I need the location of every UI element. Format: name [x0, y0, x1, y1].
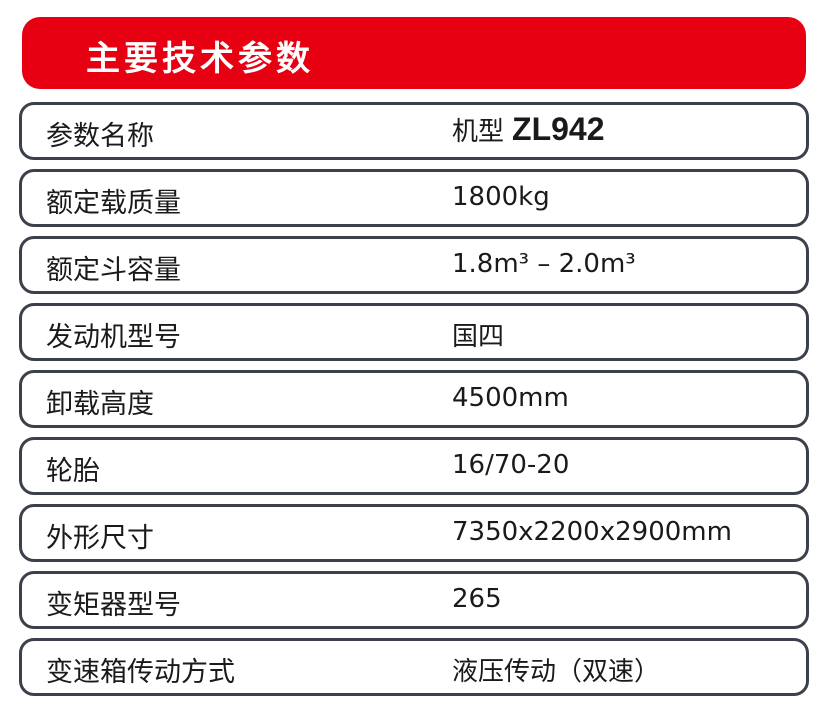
param-label: 变速箱传动方式	[46, 657, 235, 688]
section-title: 主要技术参数	[86, 39, 314, 79]
param-value: 1800kg	[452, 182, 550, 212]
table-row: 外形尺寸 7350x2200x2900mm	[19, 504, 809, 562]
table-row: 额定斗容量 1.8m³ – 2.0m³	[19, 236, 809, 294]
table-row: 轮胎 16/70-20	[19, 437, 809, 495]
param-value: 16/70-20	[452, 450, 570, 480]
table-row: 额定载质量 1800kg	[19, 169, 809, 227]
param-label: 外形尺寸	[46, 523, 154, 554]
param-label: 变矩器型号	[46, 590, 181, 621]
section-header: 主要技术参数	[22, 17, 806, 89]
table-row: 卸载高度 4500mm	[19, 370, 809, 428]
model-prefix: 机型	[452, 117, 505, 147]
table-row: 发动机型号 国四	[19, 303, 809, 361]
table-row: 变矩器型号 265	[19, 571, 809, 629]
param-label: 发动机型号	[46, 322, 181, 353]
table-row: 变速箱传动方式 液压传动（双速）	[19, 638, 809, 696]
param-value: 国四	[452, 322, 505, 352]
model-header: 机型 ZL942	[452, 111, 605, 148]
model-name: ZL942	[512, 111, 605, 147]
param-value: 265	[452, 584, 502, 614]
param-value: 7350x2200x2900mm	[452, 517, 732, 547]
param-label: 额定载质量	[46, 188, 181, 219]
table-header-row: 参数名称 机型 ZL942	[19, 102, 809, 160]
param-value: 1.8m³ – 2.0m³	[452, 249, 636, 279]
param-name-header: 参数名称	[46, 121, 154, 152]
param-label: 轮胎	[46, 456, 100, 487]
param-value: 4500mm	[452, 383, 569, 413]
param-label: 额定斗容量	[46, 255, 181, 286]
param-value: 液压传动（双速）	[452, 657, 661, 687]
param-label: 卸载高度	[46, 389, 154, 420]
